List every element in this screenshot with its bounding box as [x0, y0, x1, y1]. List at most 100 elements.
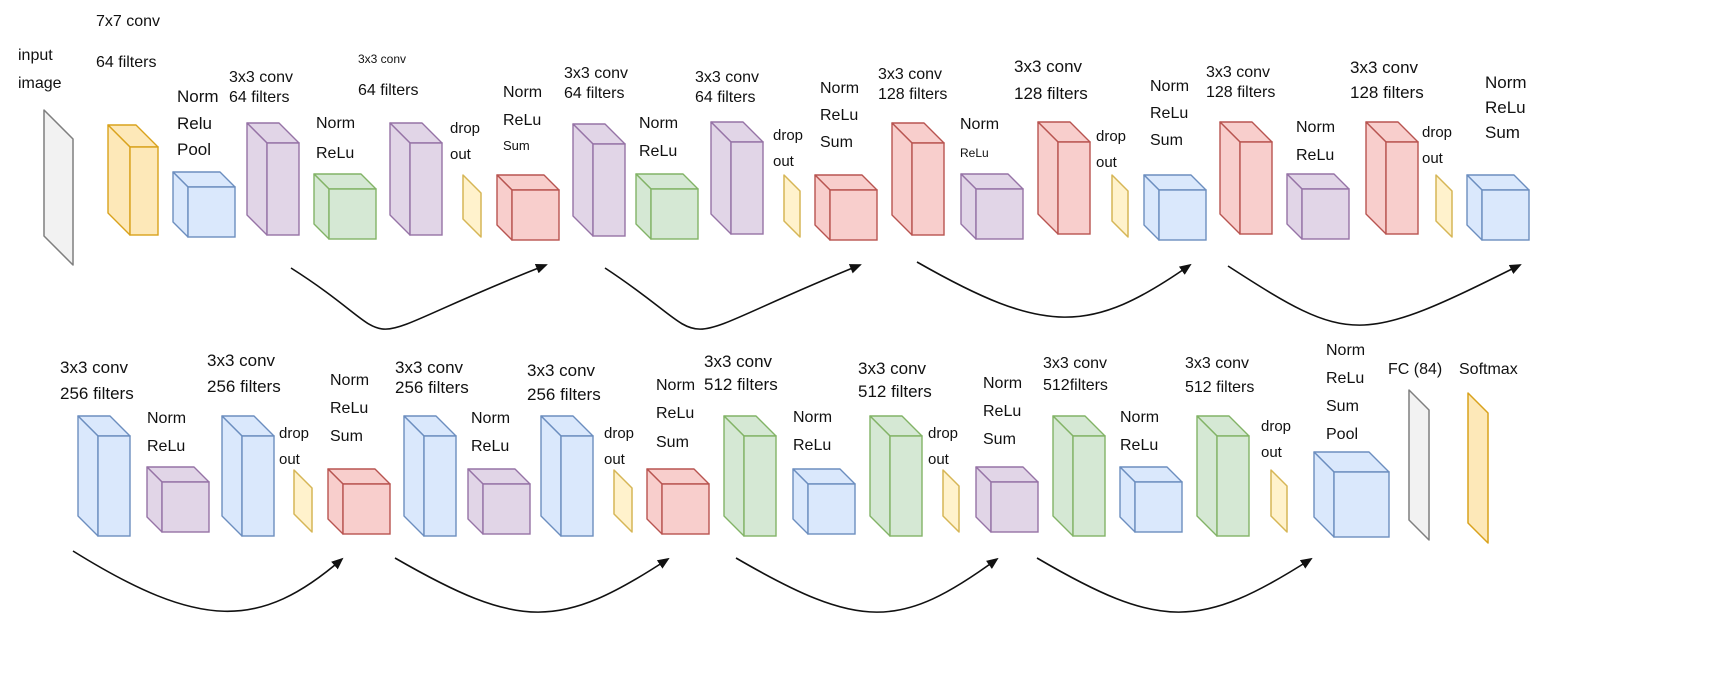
layer-label: drop out: [773, 127, 803, 170]
layer-label-line: 128 filters: [1206, 84, 1275, 101]
layer-label-line: Sum: [656, 434, 689, 451]
layer-label: ReLu: [960, 146, 989, 160]
layer-block-yellow-plate: [1111, 174, 1129, 238]
layer-label: Norm Relu: [177, 87, 219, 133]
layer-label: Pool: [177, 140, 211, 159]
layer-label-line: Norm: [820, 80, 859, 97]
layer-label-line: 512filters: [1043, 377, 1108, 394]
plate-face: [783, 174, 801, 238]
layer-label-line: out: [604, 451, 626, 468]
skip-connection-arrow: [1227, 264, 1522, 326]
layer-label-line: Sum: [330, 428, 363, 445]
layer-block-purple-box: [572, 123, 626, 237]
layer-label-line: ReLu: [330, 400, 368, 417]
layer-label: drop out: [1096, 128, 1126, 171]
layer-label: input image: [18, 47, 62, 92]
layer-label-line: ReLu: [503, 112, 541, 129]
layer-label: drop out: [279, 425, 309, 468]
layer-label: 3x3 conv 128 filters: [1206, 64, 1275, 101]
box-front-face: [650, 188, 699, 240]
layer-block-yellow-plate: [1435, 174, 1453, 238]
layer-label: Norm ReLu Sum Pool: [1326, 342, 1365, 443]
layer-block-blue-box: [1313, 451, 1390, 538]
skip-connection-arrow: [916, 261, 1192, 318]
box-front-face: [743, 435, 777, 537]
layer-label: 3x3 conv 512 filters: [1185, 355, 1254, 396]
layer-label: FC (84): [1388, 361, 1442, 378]
layer-label: Norm ReLu: [793, 409, 832, 454]
box-front-face: [1216, 435, 1250, 537]
layer-block-blue-box: [77, 415, 131, 537]
box-front-face: [1057, 141, 1091, 235]
layer-label-line: Sum: [1485, 123, 1520, 142]
box-front-face: [342, 483, 391, 535]
box-side-face: [246, 122, 268, 236]
layer-block-green-box: [1196, 415, 1250, 537]
plate-face: [942, 469, 960, 533]
layer-label-line: 256 filters: [207, 377, 281, 396]
layer-label-line: 64 filters: [96, 54, 156, 71]
layer-label-line: out: [928, 451, 950, 468]
layer-label-line: 3x3 conv: [527, 361, 596, 380]
layer-label-line: ReLu: [471, 438, 509, 455]
layer-label-line: drop: [1261, 418, 1291, 435]
box-front-face: [129, 146, 159, 236]
layer-label-line: Norm: [1326, 342, 1365, 359]
layer-block-purple-box: [467, 468, 531, 535]
layer-block-orange-box: [107, 124, 159, 236]
layer-block-purple-box: [389, 122, 443, 236]
box-front-face: [187, 186, 236, 238]
skip-connection-arrow: [72, 550, 344, 613]
box-front-face: [97, 435, 131, 537]
layer-label-line: drop: [604, 425, 634, 442]
layer-label: 3x3 conv 512filters: [1043, 355, 1108, 394]
box-front-face: [423, 435, 457, 537]
box-side-face: [221, 415, 243, 537]
layer-label: drop out: [1422, 124, 1452, 167]
box-side-face: [389, 122, 411, 236]
layer-label-line: out: [1096, 154, 1118, 171]
layer-label-line: ReLu: [1485, 98, 1526, 117]
layer-label-line: Norm: [330, 372, 369, 389]
layer-label: Norm ReLu Sum: [820, 80, 859, 151]
plate-face: [1408, 389, 1430, 541]
box-side-face: [1365, 121, 1387, 235]
layer-label: 3x3 conv 128 filters: [1014, 57, 1088, 103]
layer-label: 7x7 conv: [96, 13, 160, 30]
layer-block-red-box: [496, 174, 560, 241]
layer-label-line: ReLu: [656, 405, 694, 422]
layer-block-yellow-plate: [942, 469, 960, 533]
layer-label-line: Relu: [177, 114, 212, 133]
layer-block-purple-box: [975, 466, 1039, 533]
layer-label-line: Sum: [1326, 398, 1359, 415]
box-side-face: [891, 122, 913, 236]
skip-connection-arrow: [394, 557, 670, 613]
layer-block-purple-box: [146, 466, 210, 533]
plate-face: [1111, 174, 1129, 238]
layer-label-line: 512 filters: [858, 382, 932, 401]
layer-label-line: out: [450, 146, 472, 163]
layer-label-line: Sum: [1150, 132, 1183, 149]
plate-face: [293, 469, 313, 533]
layer-label-line: Norm: [147, 410, 186, 427]
box-side-face: [572, 123, 594, 237]
layer-label-line: 3x3 conv: [395, 358, 464, 377]
box-side-face: [77, 415, 99, 537]
layer-block-purple-box: [960, 173, 1024, 240]
layer-block-red-box: [1365, 121, 1419, 235]
layer-label-line: Norm: [639, 115, 678, 132]
plate-face: [613, 469, 633, 533]
layer-label-line: Norm: [960, 116, 999, 133]
layer-label: 64 filters: [358, 82, 418, 99]
layer-label-line: drop: [773, 127, 803, 144]
layer-label-line: 128 filters: [1350, 83, 1424, 102]
layer-label: 3x3 conv 512 filters: [704, 352, 778, 394]
box-front-face: [889, 435, 923, 537]
layer-label: drop out: [450, 120, 480, 163]
layer-block-yellow-plate: [783, 174, 801, 238]
layer-label: Norm ReLu Sum: [1150, 78, 1189, 149]
box-front-face: [1385, 141, 1419, 235]
box-front-face: [1481, 189, 1530, 241]
box-side-face: [710, 121, 732, 235]
layer-block-red-box: [327, 468, 391, 535]
